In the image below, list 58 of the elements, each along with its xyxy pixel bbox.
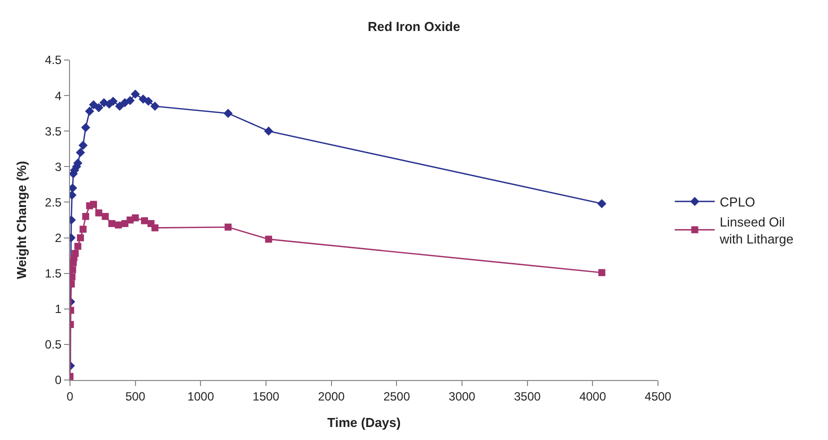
y-tick-label: 1.5 [44, 266, 62, 281]
point [151, 224, 158, 232]
point [126, 96, 135, 106]
y-tick-label: 2 [54, 230, 62, 245]
y-tick-label: 1 [54, 302, 62, 316]
y-tick-label: 3 [54, 160, 62, 174]
legend-label: Linseed Oil with Litharge [718, 214, 794, 246]
x-tick-label: 3500 [514, 389, 541, 404]
x-tick-label: 4500 [644, 389, 672, 404]
point [264, 126, 274, 136]
point [72, 250, 79, 257]
y-tick-label: 3.5 [44, 124, 62, 138]
point [144, 96, 153, 106]
point [265, 236, 272, 243]
point [81, 123, 90, 132]
x-tick-label: 500 [125, 389, 146, 404]
point [94, 103, 104, 112]
point [132, 214, 139, 222]
point [224, 224, 232, 231]
legend-label: CPLO [720, 194, 756, 210]
point [85, 106, 94, 116]
point [140, 217, 148, 224]
point [120, 98, 130, 108]
point [598, 269, 606, 276]
point [88, 100, 98, 110]
point [74, 242, 82, 250]
point [108, 96, 118, 106]
x-axis-title: Time (Days) [327, 415, 401, 430]
y-tick-label: 2.5 [44, 195, 62, 210]
point [95, 209, 102, 216]
y-tick-label: 4.5 [44, 53, 62, 68]
point [102, 212, 109, 220]
y-tick-label: 0.5 [44, 338, 62, 352]
x-tick-label: 2500 [383, 389, 410, 404]
y-tick-label: 4 [54, 88, 62, 103]
point [130, 90, 140, 99]
point [115, 102, 124, 111]
point [82, 212, 90, 220]
point [108, 220, 116, 228]
point [224, 108, 233, 118]
point [114, 221, 122, 228]
y-axis-title: Weight Change (%) [14, 160, 29, 280]
point [76, 148, 85, 157]
x-tick-label: 0 [66, 389, 74, 404]
x-tick-label: 1000 [187, 389, 214, 404]
point [150, 102, 160, 111]
point [80, 226, 87, 233]
point [70, 266, 76, 274]
point [597, 199, 606, 208]
point [90, 200, 98, 208]
x-tick-label: 1500 [252, 389, 280, 404]
point [78, 140, 88, 150]
point [76, 234, 84, 242]
chart-title: Red Iron Oxide [368, 19, 460, 34]
x-tick-label: 4000 [579, 389, 606, 404]
y-tick-label: 0 [54, 373, 62, 388]
x-tick-label: 3000 [448, 389, 476, 404]
x-tick-label: 2000 [318, 389, 345, 404]
